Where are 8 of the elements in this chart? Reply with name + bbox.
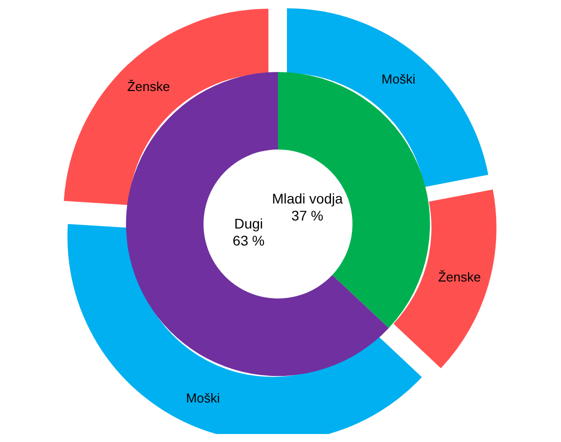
slice-label: Moški [381, 71, 416, 86]
slice-label: Mladi vodja [272, 190, 343, 206]
slice-label: Dugi [234, 216, 264, 232]
slice-label: Moški [186, 390, 220, 406]
data-label: 37 % [291, 207, 324, 224]
slice-label: Ženske [127, 79, 170, 94]
slice-label: Ženske [438, 270, 481, 285]
data-label: 63 % [232, 232, 265, 249]
